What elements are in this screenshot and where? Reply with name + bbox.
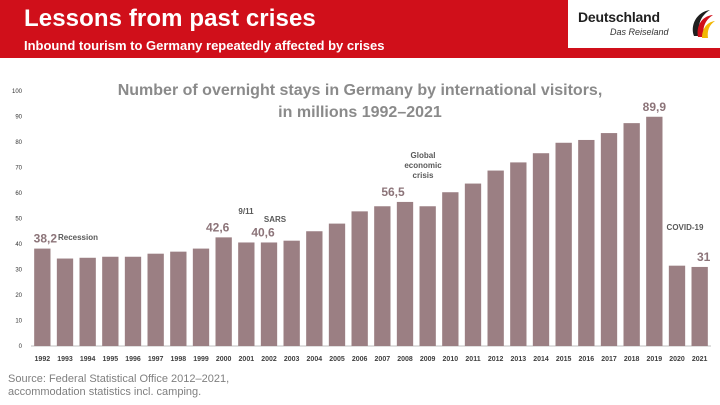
x-tick-label: 1996 [125, 356, 141, 363]
logo-tagline: Das Reiseland [610, 27, 669, 37]
bar-2013 [510, 162, 527, 346]
annotation-2009: economic [404, 161, 442, 170]
x-tick-label: 2000 [216, 356, 232, 363]
bar-2009 [419, 206, 436, 346]
page-subtitle: Inbound tourism to Germany repeatedly af… [24, 38, 385, 53]
bar-2017 [600, 133, 618, 346]
x-tick-label: 2013 [511, 356, 527, 363]
annotation-2002: SARS [264, 215, 287, 224]
y-tick-label: 20 [15, 293, 22, 299]
x-tick-label: 2017 [601, 356, 617, 363]
source-line-2: accommodation statistics incl. camping. [8, 386, 202, 398]
x-tick-label: 2002 [261, 356, 277, 363]
x-tick-label: 1995 [103, 356, 119, 363]
bar-2021 [691, 266, 708, 346]
x-tick-label: 2005 [329, 356, 345, 363]
x-tick-label: 2016 [579, 356, 595, 363]
y-tick-label: 0 [19, 344, 23, 350]
bar-2000 [215, 237, 232, 346]
bar-2010 [442, 192, 459, 346]
x-tick-label: 1997 [148, 356, 164, 363]
data-label-1992: 38,2 [34, 232, 58, 246]
source-line-1: Source: Federal Statistical Office 2012–… [8, 373, 230, 385]
x-tick-label: 2007 [375, 356, 391, 363]
y-tick-label: 80 [15, 140, 22, 146]
y-tick-label: 90 [15, 115, 22, 121]
x-tick-label: 2018 [624, 356, 640, 363]
x-tick-label: 1999 [193, 356, 209, 363]
x-tick-label: 1994 [80, 356, 96, 363]
annotation-1993: Recession [58, 233, 98, 242]
bar-2018 [623, 123, 640, 346]
y-tick-label: 100 [12, 89, 23, 95]
bar-1992 [34, 248, 51, 346]
x-tick-label: 1998 [171, 356, 187, 363]
x-tick-label: 2010 [443, 356, 459, 363]
y-tick-label: 30 [15, 268, 22, 274]
annotation-2021: COVID-19 [667, 223, 704, 232]
bar-2011 [464, 183, 482, 346]
y-tick-label: 40 [15, 242, 22, 248]
flag-swoosh-icon [692, 10, 715, 38]
bar-1996 [124, 256, 142, 346]
bar-2006 [351, 211, 368, 346]
bar-2008 [396, 201, 414, 346]
bar-2002 [260, 242, 278, 346]
x-tick-label: 2003 [284, 356, 300, 363]
x-tick-label: 2001 [239, 356, 255, 363]
x-tick-label: 2008 [397, 356, 413, 363]
bar-1997 [147, 253, 164, 346]
bar-1995 [102, 256, 119, 346]
annotation-2009: Global [411, 151, 436, 160]
chart-title-line-1: Number of overnight stays in Germany by … [117, 82, 603, 99]
y-tick-label: 10 [15, 319, 22, 325]
y-tick-label: 60 [15, 191, 22, 197]
bar-1993 [56, 258, 74, 346]
bar-1994 [79, 257, 96, 346]
x-tick-label: 1993 [57, 356, 73, 363]
annotation-2009: crisis [413, 171, 434, 180]
brand-logo: Deutschland Das Reiseland [568, 0, 720, 48]
x-tick-label: 2011 [465, 356, 480, 363]
data-label-2002: 40,6 [251, 225, 275, 239]
y-tick-label: 50 [15, 217, 22, 223]
bar-1999 [192, 248, 210, 346]
x-tick-label: 2019 [647, 356, 663, 363]
chart-title: Number of overnight stays in Germany by … [80, 80, 640, 124]
bar-2012 [487, 170, 504, 346]
bar-2020 [668, 265, 686, 346]
source-note: Source: Federal Statistical Office 2012–… [8, 373, 328, 399]
bar-chart: 0 10 20 30 40 50 60 70 80 90 100 1992 1993 1994 1995 19… [12, 89, 711, 363]
bar-2007 [374, 206, 391, 346]
bar-2004 [306, 231, 323, 346]
x-tick-label: 2006 [352, 356, 368, 363]
x-tick-label: 2009 [420, 356, 436, 363]
x-tick-label: 2021 [692, 356, 708, 363]
data-label-2019: 89,9 [643, 100, 667, 114]
data-label-2008: 56,5 [381, 185, 405, 199]
x-tick-label: 2015 [556, 356, 572, 363]
bar-2016 [578, 139, 595, 346]
logo-name: Deutschland [578, 9, 660, 25]
bar-2015 [555, 142, 572, 346]
bar-2003 [283, 240, 300, 346]
bar-2001 [238, 242, 255, 346]
x-tick-label: 2012 [488, 356, 504, 363]
x-tick-label: 1992 [35, 356, 51, 363]
data-label-2000: 42,6 [206, 220, 230, 234]
x-tick-label: 2014 [533, 356, 549, 363]
data-label-2021: 31 [697, 250, 711, 264]
bar-2014 [532, 153, 550, 346]
x-tick-label: 2020 [669, 356, 685, 363]
bar-2005 [328, 223, 346, 346]
chart-title-line-2: in millions 1992–2021 [278, 104, 442, 121]
y-tick-label: 70 [15, 166, 22, 172]
bar-2019 [646, 116, 663, 346]
bar-1998 [170, 251, 187, 346]
x-tick-label: 2004 [307, 356, 323, 363]
page-title: Lessons from past crises [24, 5, 316, 32]
annotation-2001: 9/11 [238, 207, 254, 216]
